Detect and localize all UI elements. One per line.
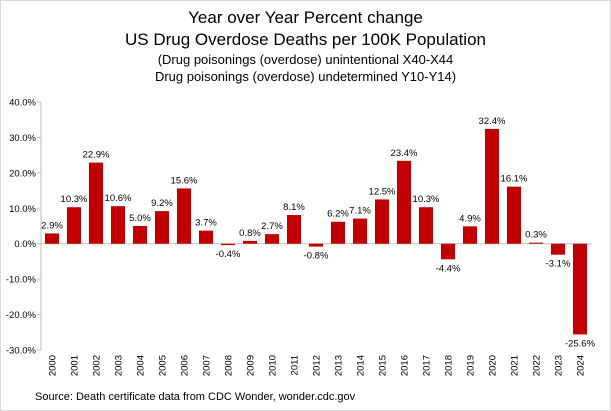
data-label: -0.4% [216,249,241,260]
y-tick-label: 20.0% [9,168,36,179]
data-label: 4.9% [459,213,481,224]
data-label: 9.2% [151,198,173,209]
x-tick-label: 2024 [576,355,587,376]
bar [110,206,126,244]
x-tick-label: 2022 [532,355,543,376]
x-tick-label: 2023 [554,355,565,376]
bar [440,243,456,260]
x-tick-label: 2007 [202,355,213,376]
data-label: -25.6% [565,338,596,349]
data-label: -0.8% [304,251,329,262]
bar [176,188,192,244]
data-label: 3.7% [195,218,217,229]
bar [418,207,434,244]
x-tick-label: 2018 [444,355,455,376]
bar [352,218,368,244]
bar [88,162,104,244]
x-tick-label: 2017 [422,355,433,376]
bar [396,160,412,244]
data-label: 6.2% [327,209,349,220]
x-tick-label: 2002 [92,355,103,376]
bar [286,215,302,244]
title-block: Year over Year Percent change US Drug Ov… [1,7,610,85]
data-label: -3.1% [546,259,571,270]
x-tick-label: 2016 [400,355,411,376]
data-label: 32.4% [479,116,506,127]
bar [374,199,390,244]
data-label: 10.3% [61,194,88,205]
x-tick-label: 2008 [224,355,235,376]
data-label: 16.1% [501,174,528,185]
bar [220,243,236,246]
bar [572,243,588,335]
y-tick-label: 40.0% [9,98,36,109]
source-note: Source: Death certificate data from CDC … [35,391,356,403]
bar [330,221,346,244]
data-label: 0.8% [239,228,261,239]
x-tick-label: 2021 [510,355,521,376]
x-tick-label: 2014 [356,355,367,376]
chart-subtitle-line1: (Drug poisonings (overdose) unintentiona… [157,52,454,67]
data-label: -4.4% [436,263,461,274]
y-tick-label: 10.0% [9,204,36,215]
bar [66,207,82,244]
data-label: 22.9% [83,150,110,161]
data-label: 2.7% [261,221,283,232]
y-tick-label: 30.0% [9,133,36,144]
bar [132,226,148,244]
data-label: 2.9% [41,220,63,231]
bar [506,186,522,244]
bar [242,240,258,244]
x-tick-label: 2012 [312,355,323,376]
y-tick-label: -30.0% [6,346,37,357]
data-label: 10.3% [413,194,440,205]
x-tick-label: 2010 [268,355,279,376]
bar [154,211,170,244]
x-tick-label: 2000 [48,355,59,376]
bar [44,233,60,244]
data-label: 12.5% [369,186,396,197]
bar [528,242,544,244]
data-label: 8.1% [283,202,305,213]
x-tick-label: 2001 [70,355,81,376]
chart-title: Year over Year Percent change [188,8,423,27]
data-label: 0.3% [525,230,547,241]
y-tick-label: -20.0% [6,310,37,321]
bar [462,226,478,244]
data-label: 5.0% [129,213,151,224]
chart-title-line2: US Drug Overdose Deaths per 100K Populat… [125,30,486,49]
x-tick-label: 2005 [158,355,169,376]
x-tick-label: 2020 [488,355,499,376]
chart-subtitle-line2: Drug poisonings (overdose) undetermined … [154,69,457,84]
data-label: 15.6% [171,175,198,186]
bar [484,128,500,244]
data-label: 10.6% [105,193,132,204]
x-tick-label: 2013 [334,355,345,376]
data-label: 23.4% [391,148,418,159]
bar [264,234,280,244]
x-tick-label: 2019 [466,355,477,376]
bar [550,243,566,255]
x-tick-label: 2009 [246,355,257,376]
bar [308,243,324,247]
y-tick-label: 0.0% [14,239,36,250]
bar [198,230,214,244]
x-tick-label: 2004 [136,355,147,376]
x-tick-label: 2011 [290,355,301,375]
x-tick-label: 2003 [114,355,125,376]
y-tick-label: -10.0% [6,275,37,286]
data-label: 7.1% [349,206,371,217]
x-tick-label: 2015 [378,355,389,376]
x-tick-label: 2006 [180,355,191,376]
